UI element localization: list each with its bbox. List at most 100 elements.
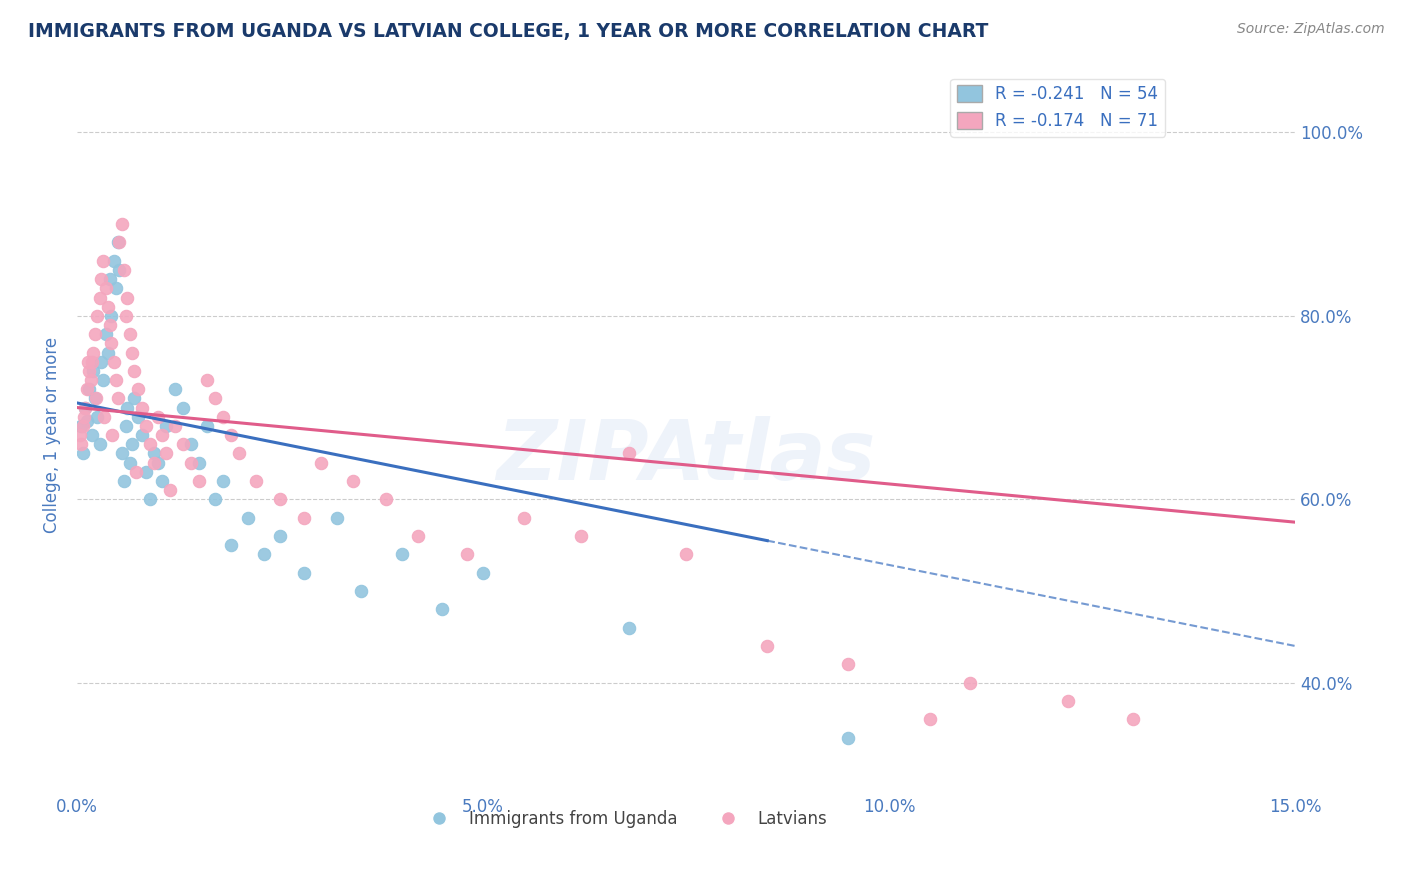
Point — [837, 731, 859, 745]
Point — [294, 566, 316, 580]
Point — [139, 492, 162, 507]
Point — [69, 428, 91, 442]
Point — [82, 345, 104, 359]
Point — [127, 382, 149, 396]
Point — [90, 272, 112, 286]
Point — [107, 392, 129, 406]
Point — [195, 418, 218, 433]
Point — [75, 401, 97, 415]
Point — [84, 392, 107, 406]
Point — [342, 474, 364, 488]
Point — [108, 263, 131, 277]
Point — [122, 364, 145, 378]
Point — [100, 309, 122, 323]
Point — [131, 428, 153, 442]
Point — [155, 418, 177, 433]
Point — [89, 437, 111, 451]
Point — [391, 547, 413, 561]
Point — [472, 566, 495, 580]
Point — [103, 253, 125, 268]
Point — [72, 409, 94, 424]
Point — [111, 446, 134, 460]
Point — [150, 428, 173, 442]
Point — [117, 291, 139, 305]
Point — [163, 382, 186, 396]
Point — [76, 382, 98, 396]
Point — [114, 309, 136, 323]
Point — [77, 382, 100, 396]
Point — [112, 263, 135, 277]
Text: ZIPAtlas: ZIPAtlas — [496, 416, 876, 497]
Point — [180, 437, 202, 451]
Point — [89, 291, 111, 305]
Point — [374, 492, 396, 507]
Point — [150, 474, 173, 488]
Point — [135, 465, 157, 479]
Point — [111, 217, 134, 231]
Point — [135, 418, 157, 433]
Point — [76, 354, 98, 368]
Point — [155, 446, 177, 460]
Point — [309, 456, 332, 470]
Point — [105, 281, 128, 295]
Point — [180, 456, 202, 470]
Point — [94, 281, 117, 295]
Point — [253, 547, 276, 561]
Point — [143, 456, 166, 470]
Point — [94, 327, 117, 342]
Point — [98, 318, 121, 332]
Point — [131, 401, 153, 415]
Point — [756, 639, 779, 653]
Point — [1122, 712, 1144, 726]
Point — [118, 327, 141, 342]
Point — [86, 309, 108, 323]
Point — [84, 392, 107, 406]
Point — [101, 428, 124, 442]
Point — [269, 529, 291, 543]
Y-axis label: College, 1 year or more: College, 1 year or more — [44, 337, 60, 533]
Point — [512, 510, 534, 524]
Point — [1056, 694, 1078, 708]
Point — [98, 272, 121, 286]
Text: IMMIGRANTS FROM UGANDA VS LATVIAN COLLEGE, 1 YEAR OR MORE CORRELATION CHART: IMMIGRANTS FROM UGANDA VS LATVIAN COLLEG… — [28, 22, 988, 41]
Point — [80, 354, 103, 368]
Point — [326, 510, 349, 524]
Point — [107, 235, 129, 250]
Point — [294, 510, 316, 524]
Point — [91, 373, 114, 387]
Point — [195, 373, 218, 387]
Point — [245, 474, 267, 488]
Point — [228, 446, 250, 460]
Point — [118, 456, 141, 470]
Point — [70, 418, 93, 433]
Legend: Immigrants from Uganda, Latvians: Immigrants from Uganda, Latvians — [416, 803, 834, 834]
Point — [124, 465, 146, 479]
Point — [121, 437, 143, 451]
Point — [105, 373, 128, 387]
Point — [97, 345, 120, 359]
Point — [108, 235, 131, 250]
Point — [959, 675, 981, 690]
Point — [163, 418, 186, 433]
Point — [72, 446, 94, 460]
Point — [204, 492, 226, 507]
Point — [918, 712, 941, 726]
Point — [103, 354, 125, 368]
Point — [84, 327, 107, 342]
Point — [127, 409, 149, 424]
Point — [100, 336, 122, 351]
Point — [97, 300, 120, 314]
Point — [456, 547, 478, 561]
Point — [159, 483, 181, 497]
Point — [187, 474, 209, 488]
Point — [221, 428, 243, 442]
Point — [212, 409, 235, 424]
Point — [172, 401, 194, 415]
Point — [187, 456, 209, 470]
Point — [619, 621, 641, 635]
Point — [70, 437, 93, 451]
Point — [112, 474, 135, 488]
Point — [121, 345, 143, 359]
Text: Source: ZipAtlas.com: Source: ZipAtlas.com — [1237, 22, 1385, 37]
Point — [77, 364, 100, 378]
